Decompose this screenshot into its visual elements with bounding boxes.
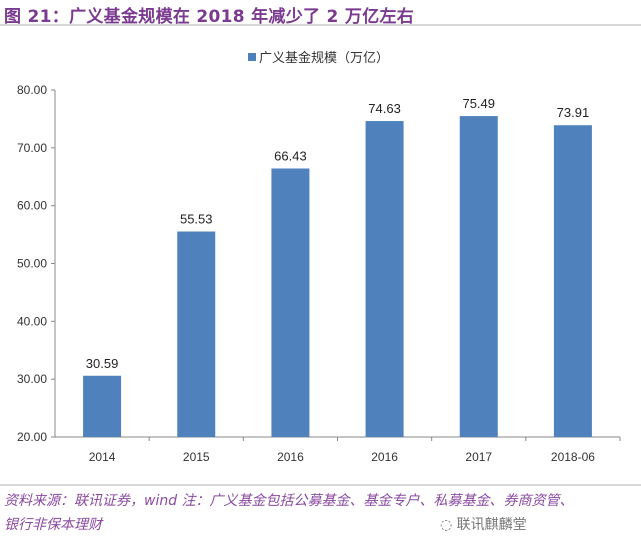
source-line-1: 资料来源：联讯证券，wind 注：广义基金包括公募基金、基金专户、私募基金、券商… [4, 493, 574, 509]
bar-2014 [83, 375, 122, 437]
bar-2016 [365, 121, 404, 437]
y-tick-label: 80.00 [17, 83, 47, 97]
bar-2016 [271, 168, 310, 437]
x-tick-label: 2016 [371, 450, 398, 464]
legend-swatch [248, 53, 256, 61]
bar-2017 [459, 116, 498, 438]
data-label: 66.43 [274, 148, 307, 163]
source-divider [0, 484, 641, 486]
source-line-2: 银行非保本理财 [4, 517, 102, 533]
data-label: 74.63 [368, 101, 401, 116]
figure-title: 图 21：广义基金规模在 2018 年减少了 2 万亿左右 [4, 7, 415, 27]
y-tick-label: 40.00 [17, 314, 47, 328]
data-label: 73.91 [557, 105, 590, 120]
data-label: 30.59 [86, 356, 119, 371]
data-label: 75.49 [462, 96, 495, 111]
y-tick-label: 70.00 [17, 141, 47, 155]
legend-label: 广义基金规模（万亿） [259, 50, 389, 66]
y-tick-label: 60.00 [17, 199, 47, 213]
watermark-text: 联讯麒麟堂 [456, 517, 527, 533]
x-tick-label: 2017 [465, 450, 492, 464]
bar-2018-06 [553, 125, 592, 438]
title-divider [0, 24, 641, 26]
bar-2015 [177, 231, 216, 437]
x-tick-label: 2018-06 [551, 450, 595, 464]
y-tick-label: 50.00 [17, 257, 47, 271]
x-tick-label: 2014 [89, 450, 116, 464]
x-tick-label: 2015 [183, 450, 210, 464]
watermark-logo: ◌ 联讯麒麟堂 [440, 517, 527, 533]
source-note: 资料来源：联讯证券，wind 注：广义基金包括公募基金、基金专户、私募基金、券商… [4, 489, 640, 537]
y-tick-label: 20.00 [17, 430, 47, 444]
bar-chart: 20.00 30.00 40.00 50.00 60.00 70.00 80.00 30.59… [17, 50, 621, 464]
data-label: 55.53 [180, 212, 213, 227]
y-tick-label: 30.00 [17, 372, 47, 386]
x-tick-label: 2016 [277, 450, 304, 464]
